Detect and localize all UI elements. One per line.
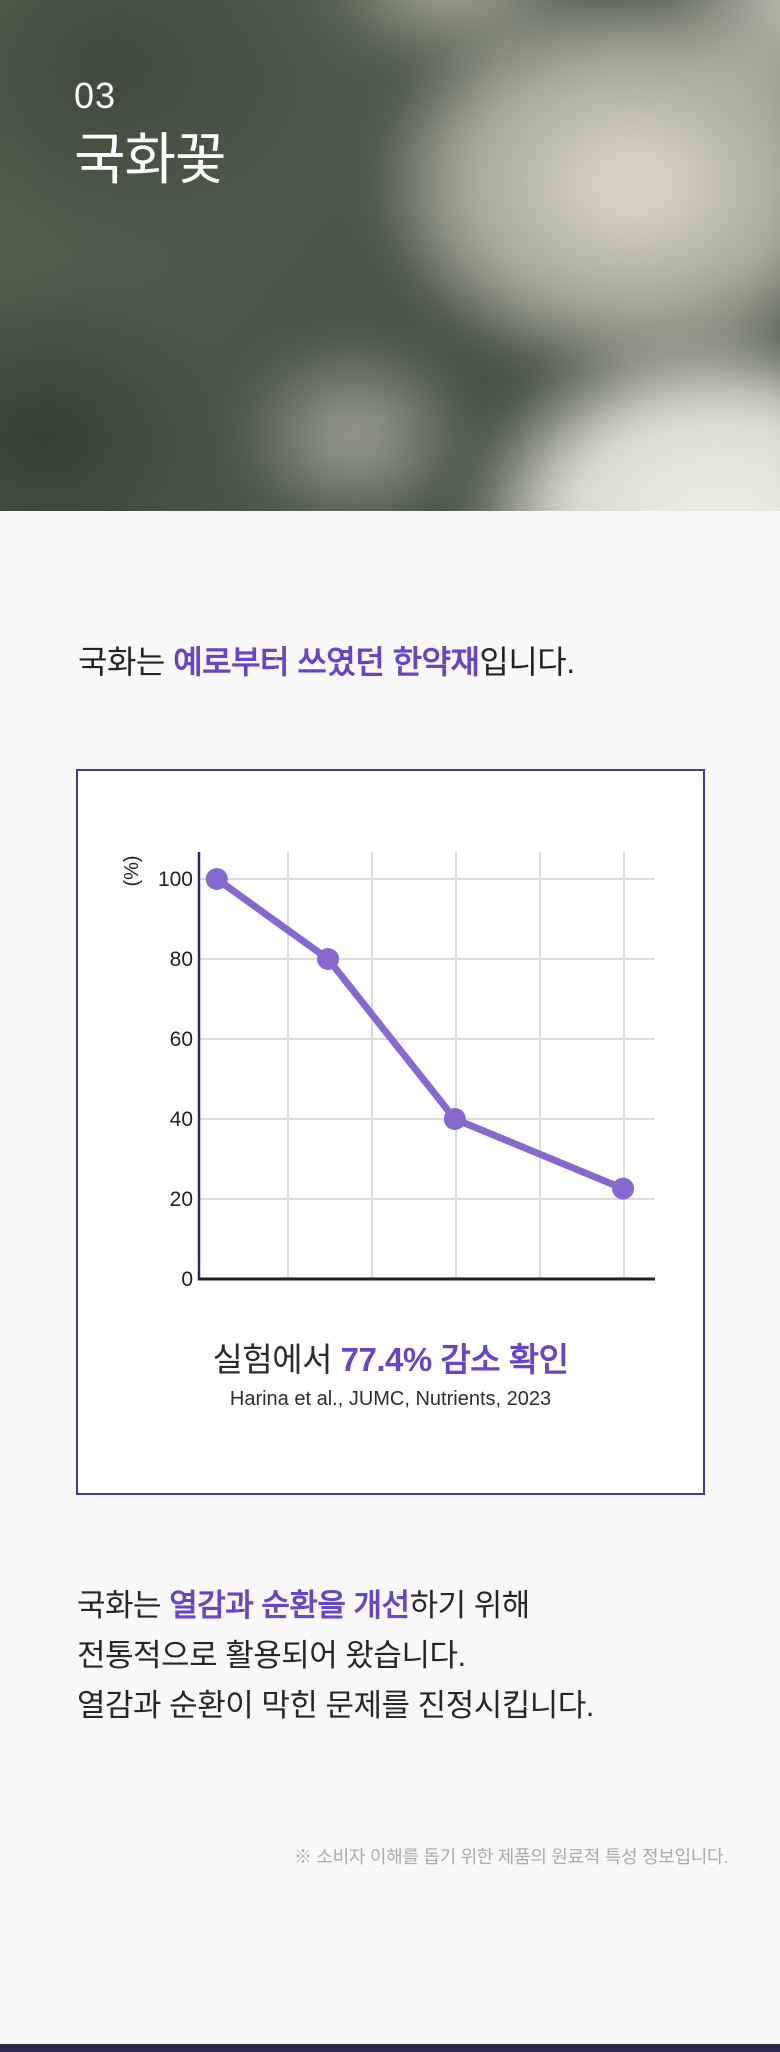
intro-sentence: 국화는 예로부터 쓰였던 한약재입니다. [78,642,740,684]
hero-banner: 03 국화꽃 [0,0,780,511]
y-tick-label: 20 [170,1188,193,1211]
intro-highlight: 예로부터 쓰였던 한약재 [173,644,480,680]
body-line-1: 국화는 열감과 순환을 개선하기 위해 [77,1581,740,1631]
data-point [443,1107,466,1130]
y-tick-label: 40 [170,1108,193,1131]
y-axis-unit-label: (%) [121,855,143,886]
series-line [213,875,627,1192]
y-tick-label: 80 [170,948,193,971]
data-point [205,867,228,890]
data-point [317,947,340,970]
body-line-3: 열감과 순환이 막힌 문제를 진정시킵니다. [77,1687,594,1723]
y-tick-label: 60 [170,1028,193,1051]
line-chart: 0 20 40 60 80 100 (%) [121,851,655,1291]
caption-prefix: 실험에서 [212,1340,341,1378]
body-l1-highlight: 열감과 순환을 개선 [169,1587,410,1623]
intro-prefix: 국화는 [78,644,174,680]
chart-card: 0 20 40 60 80 100 (%) 실험에서 77.4% 감소 확인 Harina … [76,768,705,1495]
next-section-strip [0,2044,780,2052]
section-number: 03 [74,75,117,116]
body-l1-prefix: 국화는 [77,1587,170,1623]
chrysanthemum-photo [0,0,780,511]
chart-source-citation: Harina et al., JUMC, Nutrients, 2023 [229,1387,552,1410]
body-copy: 국화는 열감과 순환을 개선하기 위해 전통적으로 활용되어 왔습니다. 열감과… [77,1581,740,1731]
disclaimer-footnote: ※ 소비자 이해를 돕기 위한 제품의 원료적 특성 정보입니다. [294,1846,728,1867]
intro-section: 국화는 예로부터 쓰였던 한약재입니다. [0,511,780,684]
intro-suffix: 입니다. [479,644,575,680]
body-line-2: 전통적으로 활용되어 왔습니다. [77,1637,466,1673]
data-point [612,1177,635,1200]
hero-text-block: 03 국화꽃 [74,75,227,191]
page-title: 국화꽃 [74,128,227,191]
chart-caption: 실험에서 77.4% 감소 확인 [78,1333,703,1381]
y-tick-label: 100 [158,868,193,891]
caption-highlight: 77.4% 감소 확인 [340,1340,569,1378]
body-l1-suffix: 하기 위해 [409,1587,531,1623]
y-tick-label: 0 [181,1268,193,1291]
